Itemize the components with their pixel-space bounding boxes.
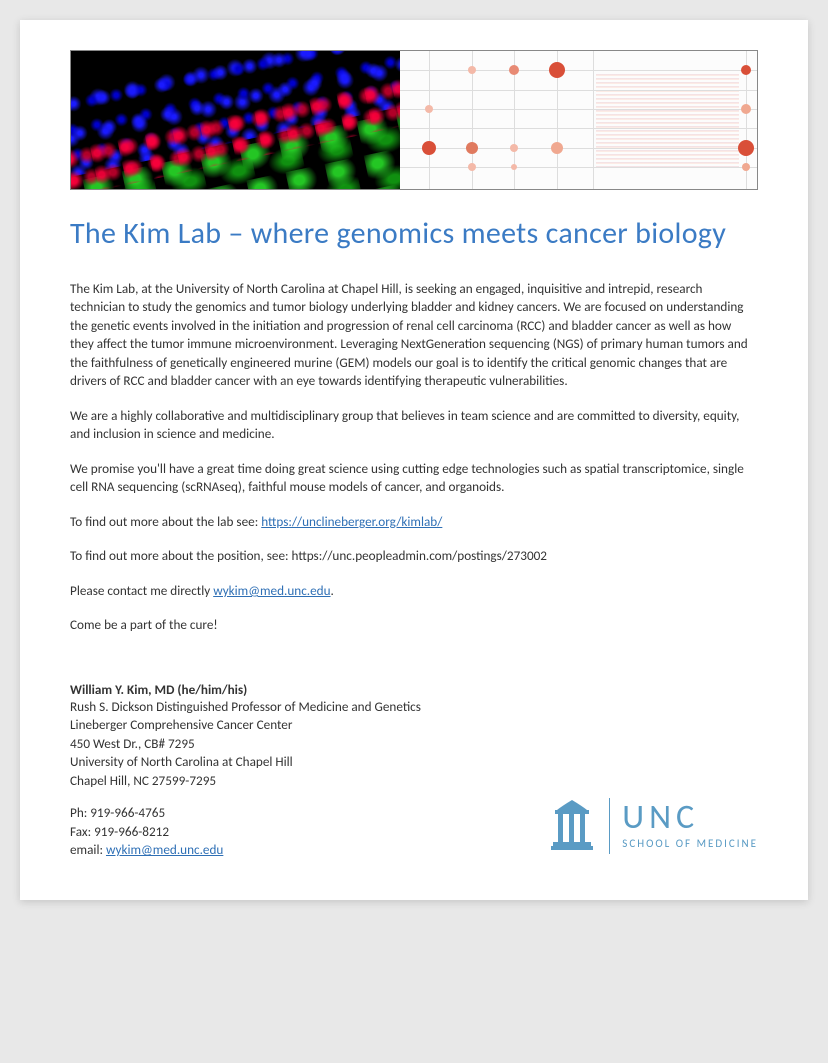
technologies-paragraph: We promise you'll have a great time doin… [70, 460, 758, 497]
grid-line [400, 109, 757, 110]
data-point [742, 163, 750, 171]
grid-line [400, 167, 757, 168]
signature-address-1: 450 West Dr., CB# 7295 [70, 735, 421, 753]
signature-address-3: Chapel Hill, NC 27599-7295 [70, 772, 421, 790]
heatmap-overlay [596, 72, 739, 169]
lab-link-paragraph: To find out more about the lab see: http… [70, 513, 758, 531]
grid-line [400, 128, 757, 129]
signature-phone: Ph: 919-966-4765 [70, 804, 421, 822]
grid-line [429, 51, 430, 189]
page-title: The Kim Lab – where genomics meets cance… [70, 215, 758, 252]
data-point [509, 65, 519, 75]
contact-prefix: Please contact me directly [70, 582, 213, 599]
header-image-panel [70, 50, 758, 190]
data-point [741, 104, 751, 114]
data-point [468, 163, 476, 171]
contact-suffix: . [331, 582, 334, 599]
signature-email-label: email: [70, 841, 106, 858]
contact-email-link[interactable]: wykim@med.unc.edu [213, 582, 330, 599]
grid-line [400, 90, 757, 91]
signature-name: William Y. Kim, MD (he/him/his) [70, 681, 421, 698]
intro-paragraph: The Kim Lab, at the University of North … [70, 280, 758, 391]
signature-title-1: Rush S. Dickson Distinguished Professor … [70, 698, 421, 716]
dot-plot-chart [400, 51, 757, 189]
data-point [422, 141, 436, 155]
data-point [738, 140, 754, 156]
data-point [510, 144, 518, 152]
old-well-icon [547, 798, 597, 854]
diversity-paragraph: We are a highly collaborative and multid… [70, 407, 758, 444]
footer-row: William Y. Kim, MD (he/him/his) Rush S. … [70, 651, 758, 860]
grid-line [400, 70, 757, 71]
data-point [551, 142, 563, 154]
lab-website-link[interactable]: https://unclineberger.org/kimlab/ [261, 513, 442, 530]
lab-link-prefix: To find out more about the lab see: [70, 513, 261, 530]
signature-block: William Y. Kim, MD (he/him/his) Rush S. … [70, 681, 421, 860]
signature-email-line: email: wykim@med.unc.edu [70, 841, 421, 859]
signature-title-2: Lineberger Comprehensive Cancer Center [70, 716, 421, 734]
data-point [741, 65, 751, 75]
signature-email-link[interactable]: wykim@med.unc.edu [106, 841, 223, 858]
document-page: The Kim Lab – where genomics meets cance… [20, 20, 808, 900]
signature-address-2: University of North Carolina at Chapel H… [70, 753, 421, 771]
closing-paragraph: Come be a part of the cure! [70, 616, 758, 634]
fluorescence-microscopy-image [71, 51, 400, 189]
position-link-paragraph: To find out more about the position, see… [70, 547, 758, 565]
data-point [466, 142, 478, 154]
data-point [549, 62, 565, 78]
grid-line [593, 51, 594, 189]
data-point [425, 105, 433, 113]
data-point [511, 164, 517, 170]
logo-divider [609, 798, 610, 854]
data-point [468, 66, 476, 74]
logo-main-text: UNC [622, 801, 758, 835]
signature-fax: Fax: 919-966-8212 [70, 823, 421, 841]
grid-line [400, 148, 757, 149]
logo-sub-text: SCHOOL OF MEDICINE [622, 837, 758, 850]
contact-paragraph: Please contact me directly wykim@med.unc… [70, 582, 758, 600]
unc-logo: UNC SCHOOL OF MEDICINE [547, 798, 758, 854]
